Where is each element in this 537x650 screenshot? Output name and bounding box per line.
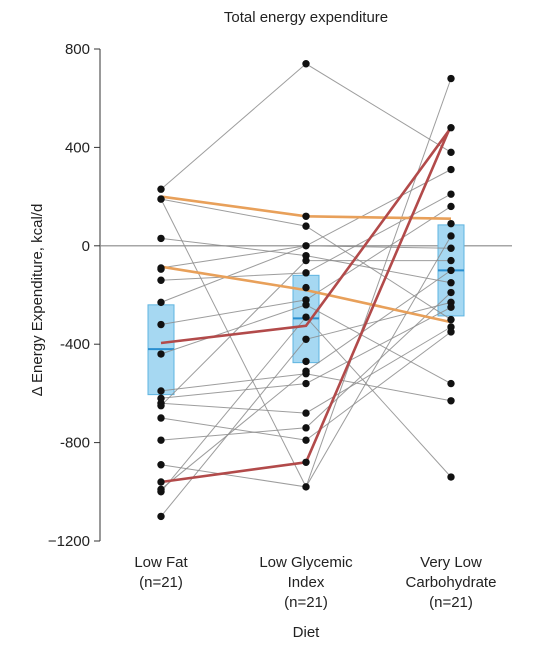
y-tick-label: -800 [60,435,90,452]
data-point [302,283,310,292]
data-point [157,436,165,444]
data-point [157,512,165,521]
x-tick-label: (n=21) [139,574,183,591]
data-point [447,190,455,198]
data-point [157,461,165,469]
x-tick-label: Low Fat [134,554,188,571]
data-point [302,269,310,277]
y-tick-label: 800 [65,41,90,58]
data-point [447,165,455,174]
data-point [157,276,165,284]
data-point [447,266,455,275]
data-point [447,148,455,157]
data-point [302,335,310,343]
subject-line [160,63,452,190]
data-point [302,301,310,309]
data-point [157,402,165,410]
data-point [302,357,310,366]
data-point [157,320,165,329]
y-axis-label: Δ Energy Expenditure, kcal/d [29,204,46,397]
plot-area: 800 400 0 -400 -800 −1200 Low Fat (n=21) Low Gly… [48,41,512,611]
chart-title: Total energy expenditure [224,9,388,26]
data-point [447,303,455,311]
x-tick-label: Very Low [420,554,482,571]
data-point [447,379,455,388]
x-tick-label: (n=21) [284,594,328,611]
data-point [447,74,455,83]
data-point [302,256,310,265]
data-point [157,350,165,358]
data-point [447,219,455,228]
data-point [447,232,455,240]
data-point [157,298,165,307]
x-tick-label: (n=21) [429,594,473,611]
x-axis-label: Diet [293,624,321,641]
highlight-line [160,126,453,345]
data-point [447,202,455,211]
x-tick-label: Index [288,574,325,591]
data-point [157,265,165,273]
data-point [302,60,310,68]
data-point [157,488,165,496]
y-tick-label: 400 [65,139,90,156]
data-point [157,478,165,486]
data-point [447,397,455,405]
data-point [302,409,310,417]
data-point [302,483,310,491]
y-tick-label: 0 [82,238,90,255]
data-point [302,242,310,250]
data-point [447,256,455,265]
data-point [302,458,310,466]
data-point [157,234,165,243]
x-tick-label: Low Glycemic [259,554,353,571]
data-point [157,387,165,395]
data-point [302,370,310,378]
data-point [447,473,455,481]
data-point [157,414,165,422]
data-point [302,424,310,432]
data-point [302,212,310,220]
data-point [302,436,310,444]
x-tick-label: Carbohydrate [406,574,497,591]
data-point [447,124,455,132]
data-point [447,315,455,324]
data-point [302,222,310,230]
data-point [447,288,455,297]
data-point [157,185,165,193]
y-tick-label: -400 [60,336,90,353]
data-point [302,313,310,321]
data-point [447,244,455,252]
data-point [447,279,455,287]
data-point [447,328,455,336]
data-point [157,195,165,203]
data-point [302,379,310,388]
y-tick-label: −1200 [48,533,90,550]
